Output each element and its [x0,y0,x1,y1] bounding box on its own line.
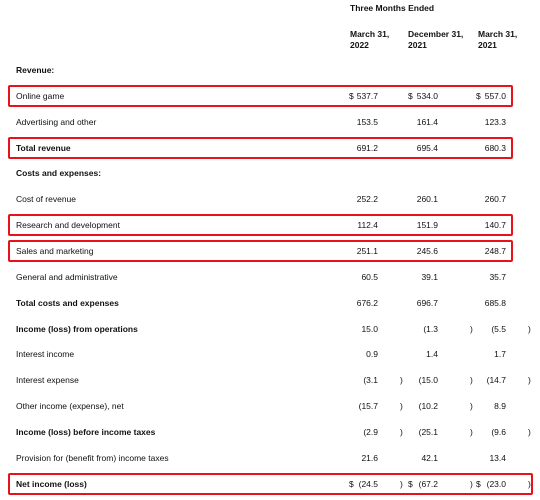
highlight-box [8,214,513,237]
close-paren: ) [400,426,403,437]
close-paren: ) [470,323,473,334]
cell-value: 680.3 [484,142,506,153]
column-header: December 31, [408,29,464,39]
cell-value: 557.0 [484,90,506,101]
cell-value: 260.1 [416,194,438,205]
row-label: Total revenue [16,142,71,153]
cell-value: 676.2 [356,297,378,308]
cell-value: 1.7 [494,349,506,360]
cell-value: 696.7 [416,297,438,308]
row-label: Costs and expenses: [16,168,102,179]
cell-value: 39.1 [421,271,438,282]
column-header: March 31, [350,29,390,39]
close-paren: ) [470,478,473,489]
row-label: Revenue: [16,65,55,75]
currency-sign: $ [349,90,354,101]
cell-value: (23.0 [486,478,506,489]
cell-value: 537.7 [356,90,378,101]
close-paren: ) [400,401,403,412]
row-label: Research and development [16,220,120,231]
row-label: Interest expense [16,375,79,386]
row-label: Other income (expense), net [16,401,124,412]
cell-value: (1.3 [423,323,438,334]
cell-value: 35.7 [489,271,506,282]
cell-value: 685.8 [484,297,506,308]
row-label: Provision for (benefit from) income taxe… [16,452,169,463]
cell-value: 0.9 [366,349,378,360]
cell-value: 691.2 [356,142,378,153]
cell-value: 8.9 [494,401,506,412]
cell-value: (2.9 [363,426,378,437]
currency-sign: $ [476,90,481,101]
cell-value: 248.7 [484,245,506,256]
cell-value: (25.1 [418,426,438,437]
cell-value: (15.0 [418,375,438,386]
highlight-box [8,136,513,159]
column-header: 2022 [350,40,369,50]
cell-value: 151.9 [416,220,438,231]
row-label: Advertising and other [16,116,97,127]
currency-sign: $ [476,478,481,489]
cell-value: (3.1 [363,375,378,386]
row-label: Interest income [16,349,75,360]
close-paren: ) [528,478,531,489]
row-label: Net income (loss) [16,478,87,489]
cell-value: 123.3 [484,116,506,127]
highlight-box [8,472,533,495]
cell-value: (15.7 [358,401,378,412]
group-header: Three Months Ended [350,3,435,13]
highlight-box [8,239,513,262]
column-header: March 31, [478,29,518,39]
currency-sign: $ [349,478,354,489]
cell-value: 140.7 [484,220,506,231]
cell-value: 60.5 [361,271,378,282]
close-paren: ) [528,375,531,386]
row-label: Income (loss) before income taxes [16,426,156,437]
cell-value: 13.4 [489,452,506,463]
close-paren: ) [470,375,473,386]
close-paren: ) [470,426,473,437]
cell-value: 21.6 [361,452,378,463]
cell-value: 42.1 [421,452,438,463]
cell-value: 15.0 [361,323,378,334]
cell-value: (14.7 [486,375,506,386]
close-paren: ) [470,401,473,412]
close-paren: ) [400,375,403,386]
cell-value: (10.2 [418,401,438,412]
close-paren: ) [528,426,531,437]
row-label: Cost of revenue [16,194,77,205]
column-header: 2021 [478,40,497,50]
currency-sign: $ [408,478,413,489]
cell-value: 112.4 [357,220,378,231]
cell-value: 245.6 [416,245,438,256]
row-label: Sales and marketing [16,245,94,256]
cell-value: (5.5 [491,323,506,334]
cell-value: (67.2 [418,478,438,489]
cell-value: (9.6 [491,426,506,437]
cell-value: 251.1 [356,245,378,256]
cell-value: 260.7 [484,194,506,205]
currency-sign: $ [408,90,413,101]
column-header: 2021 [408,40,427,50]
row-label: General and administrative [16,271,118,282]
cell-value: (24.5 [358,478,378,489]
close-paren: ) [400,478,403,489]
cell-value: 534.0 [416,90,438,101]
cell-value: 153.5 [356,116,378,127]
close-paren: ) [528,323,531,334]
cell-value: 161.4 [416,116,438,127]
row-label: Income (loss) from operations [16,323,138,334]
row-label: Online game [16,90,65,101]
row-label: Total costs and expenses [16,297,119,308]
cell-value: 1.4 [426,349,438,360]
cell-value: 252.2 [356,194,378,205]
cell-value: 695.4 [416,142,438,153]
highlight-box [8,84,513,107]
